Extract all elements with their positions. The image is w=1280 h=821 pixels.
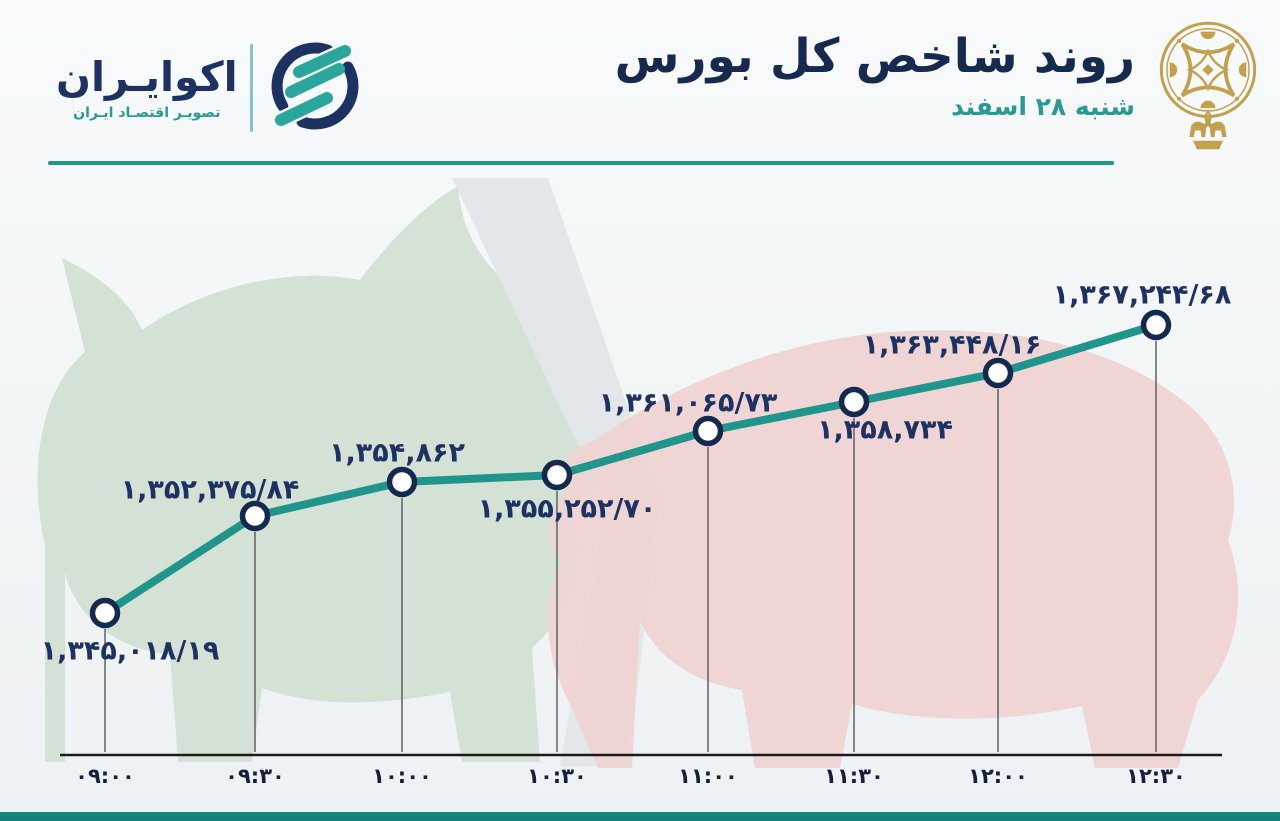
footer-accent-bar [0,812,1280,821]
brand-logo-icon [271,42,359,130]
data-point-marker [982,357,1014,389]
brand-separator [249,44,253,132]
data-point-marker [1140,309,1172,341]
page-title: روند شاخص کل بورس [614,29,1135,84]
bear-watermark [548,330,1239,768]
stock-exchange-emblem-icon [1159,21,1257,150]
brand-text: اکوایـران تصویـر اقتصـاد ایـران [56,53,238,121]
index-trend-line [101,321,1160,617]
brand-block: اکوایـران تصویـر اقتصـاد ایـران [56,36,365,140]
ibex-pair-icon [1189,109,1227,150]
page-date: شنبه ۲۸ اسفند [951,92,1135,122]
data-point-marker [838,386,870,418]
data-point-marker [89,597,121,629]
data-point-marker [541,459,573,491]
header-divider [48,161,1114,165]
data-point-marker [239,500,271,532]
data-point-marker [386,466,418,498]
title-block: روند شاخص کل بورس شنبه ۲۸ اسفند [614,29,1135,122]
bull-watermark [37,186,613,762]
brand-tagline: تصویـر اقتصـاد ایـران [73,104,221,121]
brand-name: اکوایـران [56,53,238,102]
data-point-marker [692,415,724,447]
